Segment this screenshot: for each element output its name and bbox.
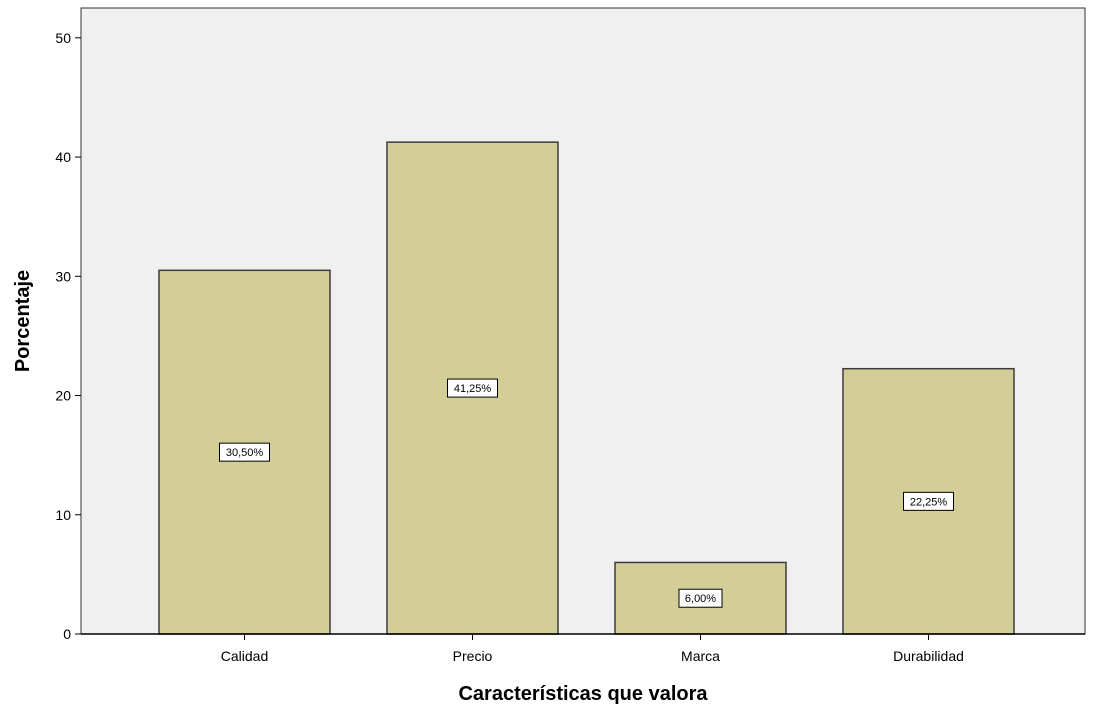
data-label-box xyxy=(903,491,954,511)
x-tick-label: Marca xyxy=(681,648,720,664)
y-axis: 0 10 20 30 40 50 xyxy=(55,30,81,642)
y-tick-label: 30 xyxy=(55,268,71,284)
data-label-box xyxy=(219,442,270,462)
y-tick-label: 0 xyxy=(63,626,71,642)
bars: 30,50% 41,25% 6,00% 22,25% xyxy=(158,141,1015,635)
y-tick-label: 20 xyxy=(55,388,71,404)
data-label: 22,25% xyxy=(910,496,948,508)
x-tick-label: Durabilidad xyxy=(893,648,964,664)
y-tick-label: 10 xyxy=(55,507,71,523)
y-tick-label: 50 xyxy=(55,30,71,46)
y-axis-title: Porcentaje xyxy=(12,270,34,372)
x-axis-title: Características que valora xyxy=(458,683,708,705)
data-label: 6,00% xyxy=(685,593,716,605)
data-label-box xyxy=(678,588,723,608)
data-label: 41,25% xyxy=(454,383,492,395)
x-tick-label: Precio xyxy=(453,648,493,664)
x-axis: Calidad Precio Marca Durabilidad xyxy=(81,633,1085,664)
data-label: 30,50% xyxy=(226,447,264,459)
x-tick-label: Calidad xyxy=(221,648,268,664)
y-tick-label: 40 xyxy=(55,149,71,165)
data-label-box xyxy=(447,378,498,398)
